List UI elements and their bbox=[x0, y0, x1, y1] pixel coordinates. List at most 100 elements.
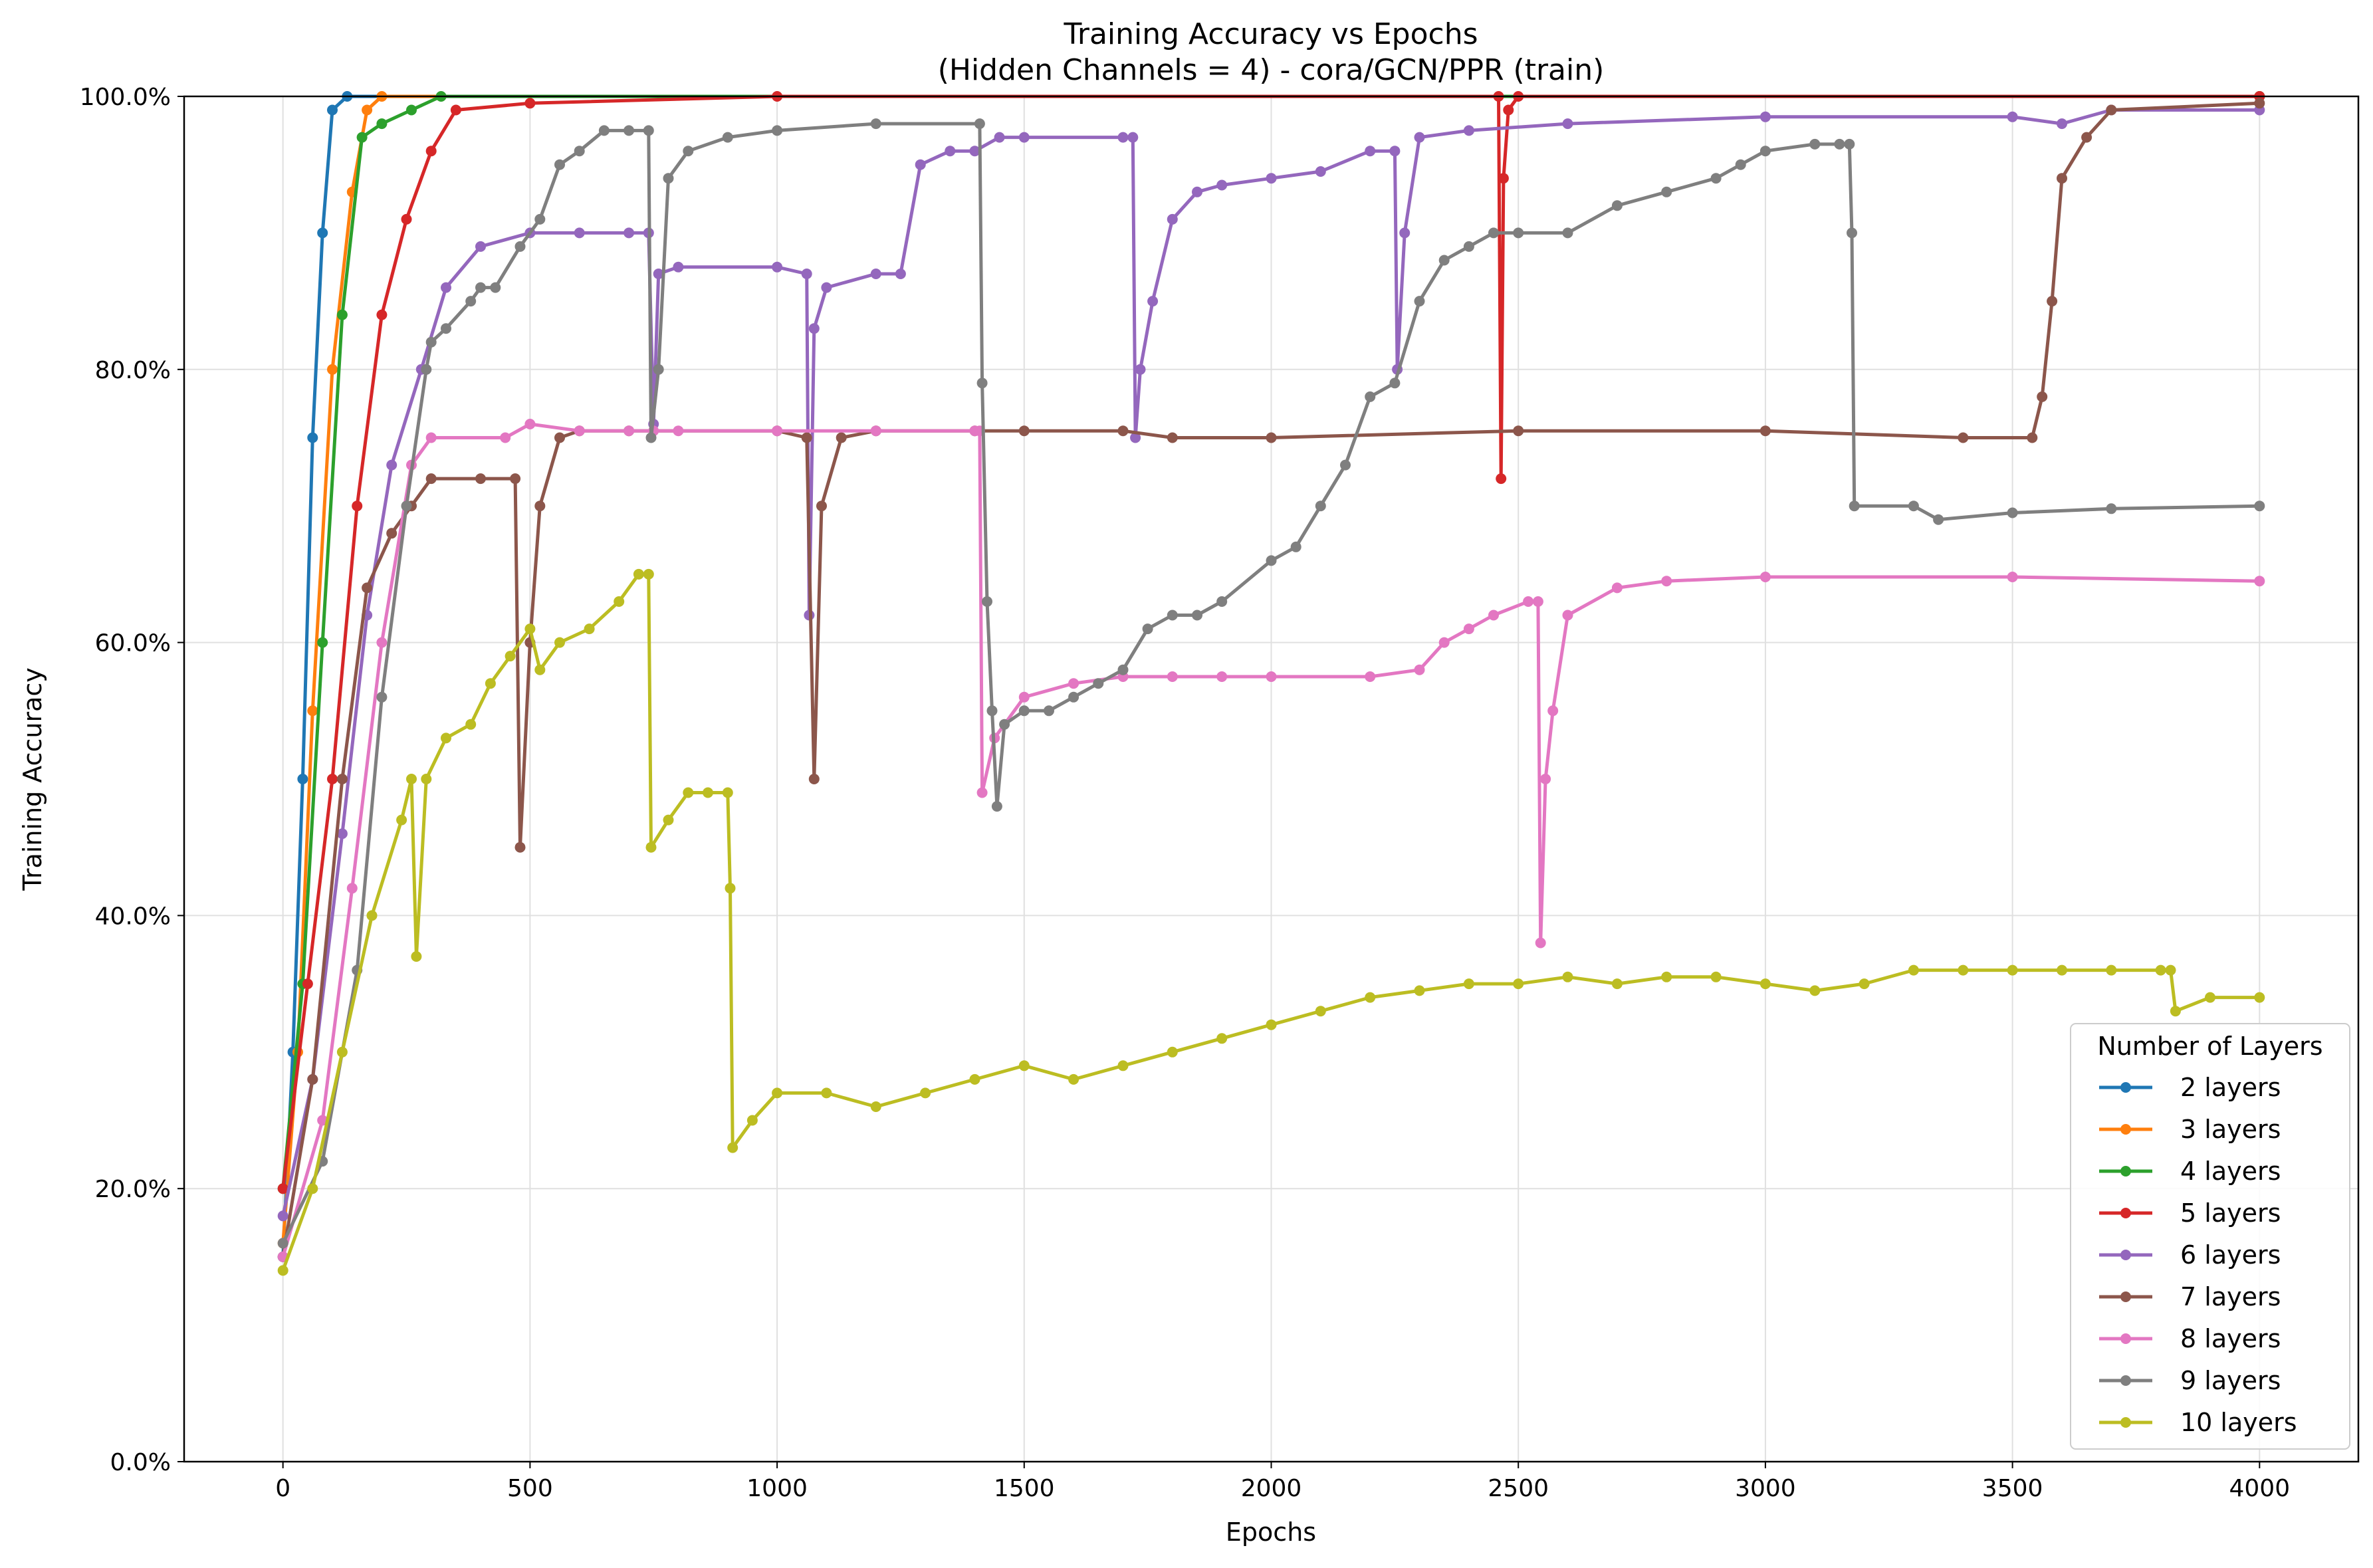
data-point bbox=[425, 432, 437, 443]
legend-entry: 6 layers bbox=[2099, 1240, 2281, 1270]
y-tick-label: 100.0% bbox=[80, 84, 171, 111]
data-point bbox=[574, 146, 585, 157]
data-point bbox=[1216, 596, 1228, 607]
data-point bbox=[307, 1183, 318, 1194]
data-point bbox=[441, 323, 451, 334]
data-point bbox=[465, 719, 477, 730]
data-point bbox=[870, 425, 881, 437]
legend-swatch-marker bbox=[2120, 1375, 2131, 1386]
data-point bbox=[554, 637, 565, 648]
data-point bbox=[2007, 964, 2018, 976]
data-point bbox=[1710, 173, 1722, 184]
x-tick-label: 4000 bbox=[2229, 1475, 2291, 1502]
y-tick-label: 40.0% bbox=[95, 903, 171, 930]
x-tick-label: 2500 bbox=[1488, 1475, 1549, 1502]
data-point bbox=[643, 125, 654, 136]
data-point bbox=[1809, 138, 1821, 150]
data-point bbox=[1809, 985, 1821, 996]
data-point bbox=[945, 146, 956, 157]
data-point bbox=[317, 227, 328, 239]
data-point bbox=[2170, 1006, 2181, 1017]
legend-swatch-marker bbox=[2120, 1417, 2131, 1428]
data-point bbox=[1513, 978, 1524, 990]
data-point bbox=[401, 501, 412, 512]
data-point bbox=[1167, 213, 1178, 225]
data-point bbox=[1290, 541, 1301, 552]
data-point bbox=[574, 425, 585, 437]
data-point bbox=[2037, 391, 2048, 402]
data-point bbox=[1562, 971, 1573, 982]
data-point bbox=[1498, 173, 1509, 184]
data-point bbox=[1389, 378, 1401, 389]
data-point bbox=[1167, 432, 1178, 443]
data-point bbox=[772, 261, 783, 273]
data-point bbox=[406, 774, 417, 784]
data-point bbox=[2106, 964, 2117, 976]
data-point bbox=[1167, 671, 1178, 682]
data-point bbox=[386, 528, 397, 539]
data-point bbox=[2106, 104, 2117, 116]
legend-entry: 10 layers bbox=[2099, 1408, 2297, 1437]
data-point bbox=[297, 774, 308, 784]
chart-title: Training Accuracy vs Epochs bbox=[1063, 17, 1478, 51]
legend-entry: 2 layers bbox=[2099, 1073, 2281, 1102]
data-point bbox=[505, 651, 516, 662]
data-point bbox=[1463, 241, 1474, 252]
data-point bbox=[772, 425, 783, 437]
data-point bbox=[336, 828, 348, 840]
data-point bbox=[1535, 937, 1546, 949]
data-point bbox=[1414, 132, 1425, 143]
data-point bbox=[302, 978, 313, 990]
data-point bbox=[1266, 555, 1277, 566]
data-point bbox=[1266, 671, 1277, 682]
data-point bbox=[1759, 425, 1771, 437]
data-point bbox=[1661, 576, 1672, 587]
data-point bbox=[376, 691, 388, 703]
data-point bbox=[534, 213, 546, 225]
data-point bbox=[1216, 671, 1228, 682]
data-point bbox=[2057, 118, 2067, 130]
data-point bbox=[1365, 146, 1376, 157]
data-point bbox=[1142, 623, 1153, 635]
data-point bbox=[514, 841, 526, 853]
data-point bbox=[816, 501, 827, 512]
data-point bbox=[808, 323, 820, 334]
data-point bbox=[1513, 227, 1524, 239]
data-point bbox=[614, 596, 625, 607]
data-point bbox=[554, 432, 565, 443]
data-point bbox=[920, 1087, 931, 1099]
data-point bbox=[1735, 159, 1746, 170]
data-point bbox=[645, 841, 657, 853]
data-point bbox=[633, 568, 644, 580]
data-point bbox=[2027, 432, 2038, 443]
data-point bbox=[1488, 610, 1499, 621]
data-point bbox=[1463, 623, 1474, 635]
data-point bbox=[376, 309, 388, 320]
legend-label: 8 layers bbox=[2180, 1324, 2281, 1353]
legend-label: 7 layers bbox=[2180, 1282, 2281, 1311]
legend: Number of Layers 2 layers 3 layers 4 layer… bbox=[2070, 1023, 2350, 1450]
data-point bbox=[1859, 978, 1870, 990]
data-point bbox=[643, 568, 654, 580]
data-point bbox=[277, 1238, 288, 1249]
data-point bbox=[574, 227, 585, 239]
data-point bbox=[327, 774, 338, 784]
data-point bbox=[801, 269, 812, 279]
series-line bbox=[281, 94, 2260, 1189]
data-point bbox=[1908, 964, 1919, 976]
data-point bbox=[821, 282, 832, 293]
data-point bbox=[1759, 146, 1771, 157]
data-point bbox=[1661, 186, 1672, 197]
data-point bbox=[362, 582, 373, 594]
data-point bbox=[534, 501, 546, 512]
data-point bbox=[524, 623, 536, 635]
data-point bbox=[1759, 111, 1771, 122]
series-10-layers bbox=[277, 568, 2265, 1276]
data-point bbox=[1018, 425, 1030, 437]
data-point bbox=[534, 664, 546, 675]
data-point bbox=[307, 705, 318, 717]
data-point bbox=[490, 282, 501, 293]
data-point bbox=[1365, 992, 1376, 1003]
data-point bbox=[2007, 507, 2018, 518]
